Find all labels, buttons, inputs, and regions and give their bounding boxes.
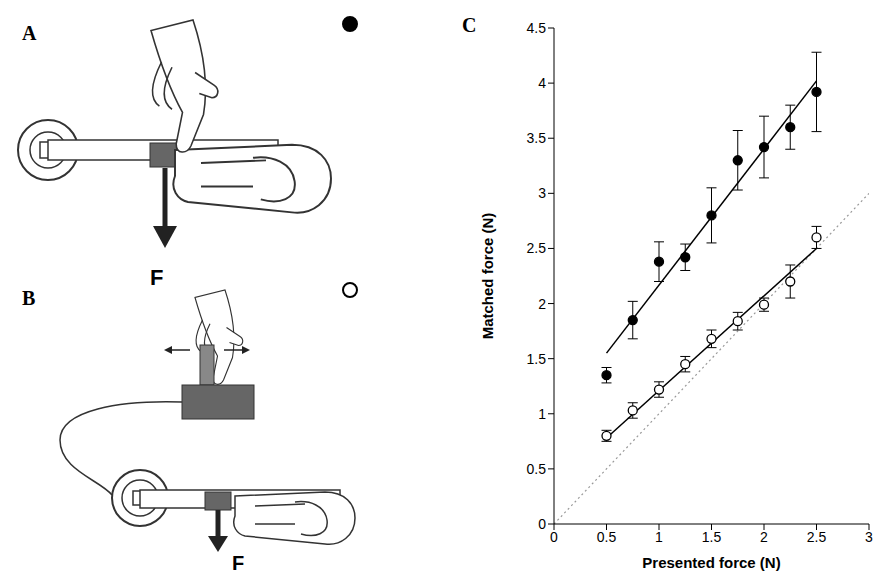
svg-text:0.5: 0.5 bbox=[597, 529, 617, 545]
svg-text:3: 3 bbox=[865, 529, 873, 545]
svg-text:0.5: 0.5 bbox=[527, 461, 547, 477]
svg-text:1: 1 bbox=[655, 529, 663, 545]
svg-text:3: 3 bbox=[538, 185, 546, 201]
svg-text:2.5: 2.5 bbox=[807, 529, 827, 545]
svg-text:Matched force (N): Matched force (N) bbox=[479, 213, 496, 340]
svg-text:B: B bbox=[22, 287, 35, 309]
svg-text:Presented force (N): Presented force (N) bbox=[642, 554, 780, 571]
svg-text:1.5: 1.5 bbox=[527, 351, 547, 367]
svg-text:2.5: 2.5 bbox=[527, 240, 547, 256]
svg-text:F: F bbox=[150, 265, 163, 290]
svg-text:0: 0 bbox=[550, 529, 558, 545]
svg-text:1: 1 bbox=[538, 406, 546, 422]
svg-text:2: 2 bbox=[538, 296, 546, 312]
svg-text:A: A bbox=[22, 22, 37, 44]
svg-text:4: 4 bbox=[538, 75, 546, 91]
svg-text:2: 2 bbox=[760, 529, 768, 545]
svg-text:3.5: 3.5 bbox=[527, 130, 547, 146]
svg-text:4.5: 4.5 bbox=[527, 20, 547, 36]
svg-text:1.5: 1.5 bbox=[702, 529, 722, 545]
html-text:C: C bbox=[462, 14, 477, 36]
svg-text:0: 0 bbox=[538, 516, 546, 532]
svg-text:F: F bbox=[232, 552, 244, 574]
